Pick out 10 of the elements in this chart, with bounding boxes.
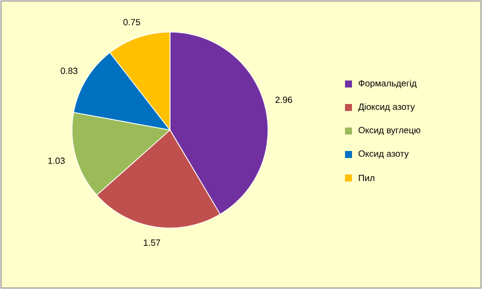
legend-label: Формальдегід [358, 80, 417, 88]
legend-label: Пил [358, 174, 374, 182]
data-label: 1.03 [48, 158, 65, 164]
data-label: 1.57 [144, 240, 160, 246]
legend-label: Оксид азоту [358, 150, 409, 159]
legend-label: Діоксид азоту [358, 103, 415, 112]
legend-label: Оксид вуглецю [358, 126, 420, 136]
data-label: 0.75 [123, 18, 140, 26]
data-label: 0.83 [60, 68, 78, 74]
data-label: 2.96 [276, 96, 292, 103]
